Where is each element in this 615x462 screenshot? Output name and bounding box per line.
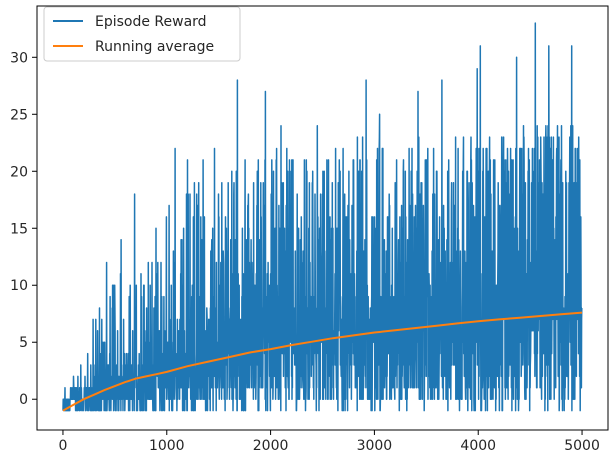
x-tick-label: 3000 <box>357 438 393 454</box>
y-tick-label: 5 <box>19 335 28 351</box>
y-tick-label: 15 <box>10 221 28 237</box>
x-tick-label: 2000 <box>253 438 289 454</box>
y-tick-label: 25 <box>10 107 28 123</box>
x-tick-label: 1000 <box>149 438 185 454</box>
x-tick-label: 0 <box>58 438 67 454</box>
legend: Episode Reward Running average <box>43 6 241 62</box>
y-tick-label: 10 <box>10 278 28 294</box>
x-tick-label: 5000 <box>564 438 600 454</box>
y-axis: 0 5 10 15 20 25 30 <box>10 50 37 408</box>
y-tick-label: 0 <box>19 392 28 408</box>
episode-reward-series <box>62 22 583 412</box>
y-tick-label: 20 <box>10 164 28 180</box>
running-average-line <box>62 311 583 412</box>
episode-reward-line <box>62 22 583 412</box>
plot-frame <box>36 5 609 431</box>
legend-box <box>43 6 241 62</box>
running-average-series <box>62 311 583 412</box>
x-tick-label: 4000 <box>460 438 496 454</box>
legend-label-episode-reward: Episode Reward <box>95 14 207 30</box>
legend-label-running-average: Running average <box>95 39 214 55</box>
y-tick-label: 30 <box>10 50 28 66</box>
x-axis: 0 1000 2000 3000 4000 5000 <box>58 430 600 454</box>
